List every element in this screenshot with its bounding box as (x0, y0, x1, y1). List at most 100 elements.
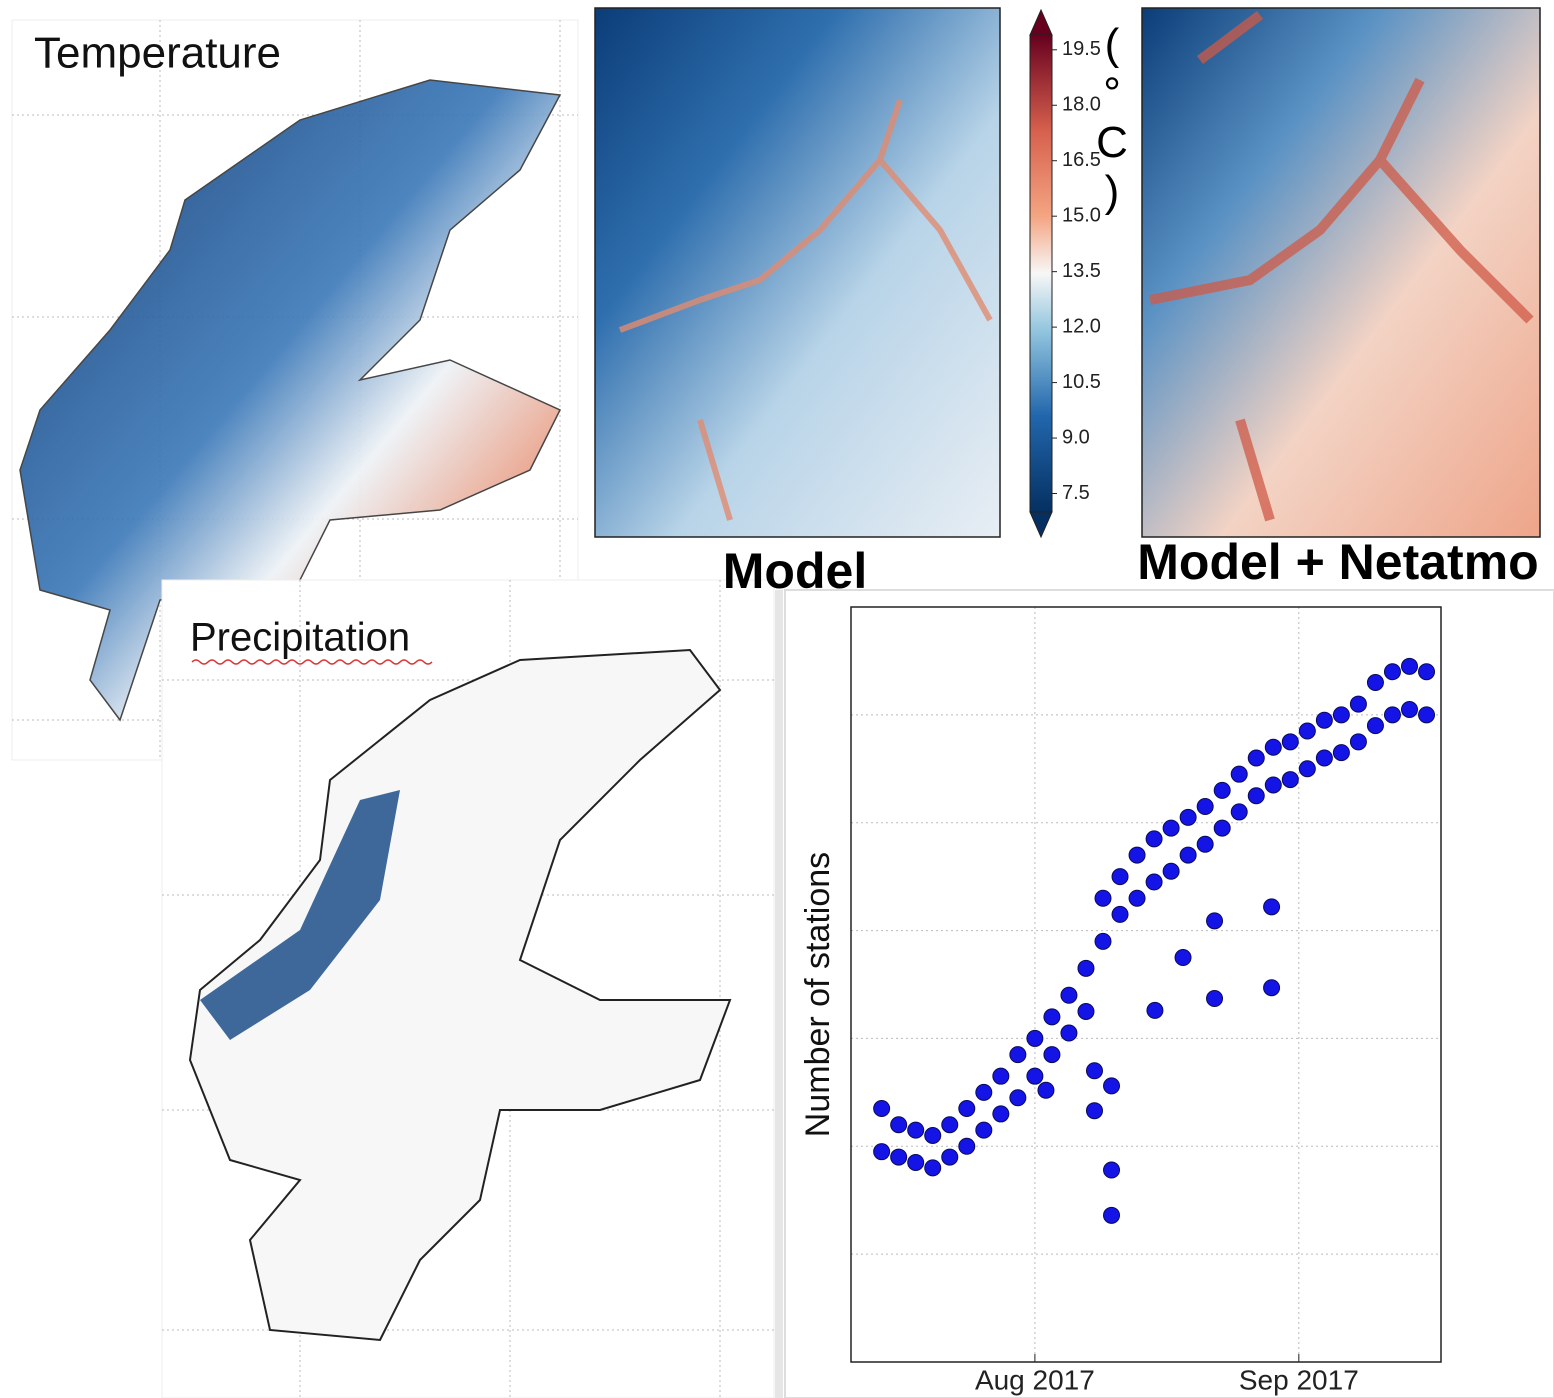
stations-panel (784, 589, 1554, 1398)
station-point (975, 1083, 993, 1101)
station-point (1230, 765, 1248, 783)
station-point (1179, 808, 1197, 826)
station-point (1418, 663, 1436, 681)
colorbar-tick-label: 12.0 (1062, 315, 1101, 337)
station-point (1009, 1046, 1027, 1064)
station-point (1077, 959, 1095, 977)
station-point (1128, 889, 1146, 907)
station-point (1315, 711, 1333, 729)
colorbar-extend-bottom (1029, 511, 1053, 539)
station-point (873, 1100, 891, 1118)
station-point (975, 1121, 993, 1139)
model-netatmo-panel: Model + Netatmo (1137, 7, 1541, 590)
station-point (1383, 706, 1401, 724)
colorbar (1029, 34, 1053, 513)
map-title: Precipitation (190, 616, 410, 660)
precipitation-panel: Precipitation (161, 579, 775, 1398)
station-point (1298, 760, 1316, 778)
temperature-map (19, 79, 562, 722)
station-point (907, 1121, 925, 1139)
colorbar-tick-label: 7.5 (1062, 482, 1090, 504)
precipitation-map (188, 648, 732, 1342)
station-point (924, 1127, 942, 1144)
map-title: Model + Netatmo (1137, 534, 1538, 590)
warm-valley (618, 99, 993, 521)
station-point (1332, 744, 1350, 762)
station-point (1077, 1002, 1095, 1020)
colorbar-tick-label: 15.0 (1062, 204, 1101, 226)
colorbar-tick-label: 16.5 (1062, 149, 1101, 171)
precipitation-patch (200, 790, 400, 1040)
station-point (907, 1153, 925, 1171)
station-point (1128, 846, 1146, 864)
station-point (1264, 776, 1282, 794)
station-point (1060, 986, 1078, 1004)
station-point (1332, 706, 1350, 724)
station-point (1111, 868, 1129, 886)
station-point (1026, 1029, 1044, 1047)
colorbar-label: (°C) (1088, 20, 1137, 216)
station-point (1315, 749, 1333, 767)
station-point (1043, 1008, 1061, 1026)
station-point (1281, 733, 1299, 751)
station-point (1094, 932, 1112, 950)
station-point (1366, 674, 1384, 691)
colorbar-extend-top (1029, 8, 1053, 36)
station-point (890, 1148, 908, 1166)
station-point (1103, 1077, 1121, 1095)
colorbar-tick-label: 10.5 (1062, 371, 1101, 393)
station-point (1264, 738, 1282, 756)
station-point (992, 1105, 1010, 1123)
colorbar-tick-label: 19.5 (1062, 38, 1101, 60)
station-point (1349, 695, 1367, 713)
station-point (1043, 1046, 1061, 1064)
x-tick-label: Aug 2017 (975, 1364, 1095, 1395)
station-point (1418, 706, 1436, 724)
colorbar-tick-label: 13.5 (1062, 260, 1101, 282)
station-point (1206, 990, 1224, 1008)
station-point (1060, 1024, 1078, 1042)
station-point (1213, 819, 1231, 837)
station-point (958, 1137, 976, 1155)
station-point (958, 1100, 976, 1118)
x-tick-label: Sep 2017 (1239, 1364, 1359, 1395)
station-point (1196, 798, 1214, 816)
station-point (1298, 722, 1316, 740)
station-point (1026, 1067, 1044, 1085)
station-point (1213, 781, 1231, 799)
station-point (1196, 835, 1214, 853)
model-heatmap (594, 7, 1001, 538)
station-point (1179, 846, 1197, 864)
station-point (924, 1159, 942, 1177)
station-point (1103, 1161, 1121, 1179)
station-point (1111, 905, 1129, 923)
station-point (941, 1116, 959, 1134)
station-point (1206, 912, 1224, 930)
station-point (890, 1116, 908, 1134)
station-point (1400, 700, 1418, 718)
y-axis-label: Number of stations (799, 852, 837, 1137)
colorbar-tick-label: 9.0 (1062, 426, 1090, 448)
station-point (1162, 819, 1180, 837)
station-point (1383, 663, 1401, 681)
station-point (1146, 1001, 1164, 1019)
station-point (1366, 717, 1384, 735)
station-point (1103, 1206, 1121, 1224)
station-point (1145, 830, 1163, 848)
station-point (1349, 733, 1367, 751)
station-point (1281, 771, 1299, 789)
station-point (1263, 898, 1281, 916)
map-title: Temperature (34, 29, 281, 78)
station-point (1037, 1081, 1055, 1099)
station-point (1263, 979, 1281, 997)
station-point (1230, 803, 1248, 821)
station-point (1174, 949, 1192, 967)
station-point (1400, 657, 1418, 675)
warm-valley (1149, 11, 1534, 522)
station-point (1145, 873, 1163, 891)
station-point (992, 1067, 1010, 1085)
station-point (1085, 1102, 1103, 1120)
station-point (1247, 749, 1265, 767)
